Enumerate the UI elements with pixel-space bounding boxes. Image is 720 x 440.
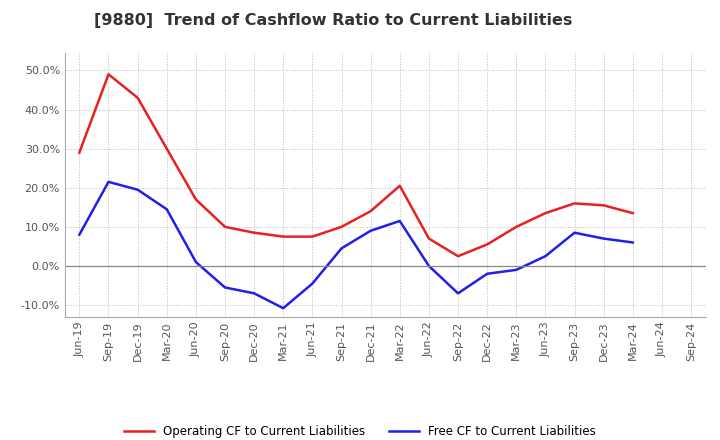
Operating CF to Current Liabilities <box>629 210 637 216</box>
Free CF to Current Liabilities <box>308 281 317 286</box>
Free CF to Current Liabilities <box>250 291 258 296</box>
Operating CF to Current Liabilities <box>570 201 579 206</box>
Operating CF to Current Liabilities <box>163 146 171 151</box>
Operating CF to Current Liabilities <box>308 234 317 239</box>
Operating CF to Current Liabilities <box>133 95 142 100</box>
Operating CF to Current Liabilities <box>454 253 462 259</box>
Free CF to Current Liabilities <box>570 230 579 235</box>
Free CF to Current Liabilities <box>483 271 492 276</box>
Line: Free CF to Current Liabilities: Free CF to Current Liabilities <box>79 182 633 308</box>
Free CF to Current Liabilities <box>163 207 171 212</box>
Free CF to Current Liabilities <box>133 187 142 192</box>
Operating CF to Current Liabilities <box>250 230 258 235</box>
Operating CF to Current Liabilities <box>337 224 346 230</box>
Free CF to Current Liabilities <box>425 263 433 268</box>
Legend: Operating CF to Current Liabilities, Free CF to Current Liabilities: Operating CF to Current Liabilities, Fre… <box>120 421 600 440</box>
Operating CF to Current Liabilities <box>220 224 229 230</box>
Operating CF to Current Liabilities <box>75 150 84 155</box>
Free CF to Current Liabilities <box>220 285 229 290</box>
Free CF to Current Liabilities <box>279 305 287 311</box>
Free CF to Current Liabilities <box>512 267 521 272</box>
Operating CF to Current Liabilities <box>425 236 433 241</box>
Line: Operating CF to Current Liabilities: Operating CF to Current Liabilities <box>79 74 633 256</box>
Operating CF to Current Liabilities <box>599 203 608 208</box>
Free CF to Current Liabilities <box>454 291 462 296</box>
Operating CF to Current Liabilities <box>279 234 287 239</box>
Free CF to Current Liabilities <box>337 246 346 251</box>
Operating CF to Current Liabilities <box>192 197 200 202</box>
Free CF to Current Liabilities <box>104 179 113 184</box>
Operating CF to Current Liabilities <box>541 210 550 216</box>
Free CF to Current Liabilities <box>599 236 608 241</box>
Operating CF to Current Liabilities <box>512 224 521 230</box>
Free CF to Current Liabilities <box>629 240 637 245</box>
Free CF to Current Liabilities <box>366 228 375 233</box>
Free CF to Current Liabilities <box>75 232 84 237</box>
Operating CF to Current Liabilities <box>395 183 404 188</box>
Text: [9880]  Trend of Cashflow Ratio to Current Liabilities: [9880] Trend of Cashflow Ratio to Curren… <box>94 13 572 28</box>
Free CF to Current Liabilities <box>541 253 550 259</box>
Operating CF to Current Liabilities <box>483 242 492 247</box>
Operating CF to Current Liabilities <box>104 72 113 77</box>
Operating CF to Current Liabilities <box>366 209 375 214</box>
Free CF to Current Liabilities <box>192 260 200 265</box>
Free CF to Current Liabilities <box>395 218 404 224</box>
